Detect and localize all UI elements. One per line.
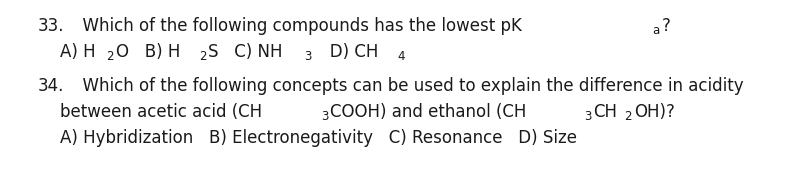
Text: A) Hybridization   B) Electronegativity   C) Resonance   D) Size: A) Hybridization B) Electronegativity C)…	[60, 129, 577, 147]
Text: Which of the following compounds has the lowest pK: Which of the following compounds has the…	[72, 17, 522, 35]
Text: a: a	[653, 25, 660, 38]
Text: between acetic acid (CH: between acetic acid (CH	[60, 103, 262, 121]
Text: A) H: A) H	[60, 43, 96, 61]
Text: ?: ?	[662, 17, 671, 35]
Text: 3: 3	[304, 51, 312, 64]
Text: 2: 2	[106, 51, 114, 64]
Text: S   C) NH: S C) NH	[209, 43, 283, 61]
Text: 3: 3	[321, 111, 328, 124]
Text: O   B) H: O B) H	[115, 43, 180, 61]
Text: 33.: 33.	[38, 17, 65, 35]
Text: 34.: 34.	[38, 77, 64, 95]
Text: OH)?: OH)?	[634, 103, 675, 121]
Text: 2: 2	[199, 51, 206, 64]
Text: 2: 2	[624, 111, 632, 124]
Text: 3: 3	[584, 111, 591, 124]
Text: CH: CH	[593, 103, 617, 121]
Text: COOH) and ethanol (CH: COOH) and ethanol (CH	[330, 103, 527, 121]
Text: Which of the following concepts can be used to explain the difference in acidity: Which of the following concepts can be u…	[72, 77, 743, 95]
Text: D) CH: D) CH	[314, 43, 378, 61]
Text: 4: 4	[397, 51, 404, 64]
